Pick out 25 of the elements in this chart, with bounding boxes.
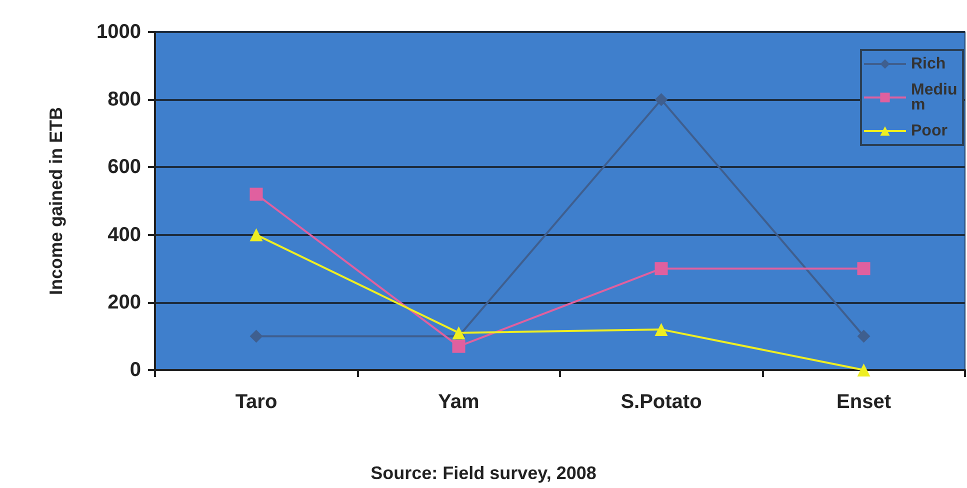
x-tick-label: Enset [836, 391, 892, 413]
x-tick-label: Yam [438, 391, 480, 413]
y-tick-label: 600 [108, 156, 141, 178]
point [654, 322, 668, 336]
y-tick-label: 400 [108, 224, 141, 246]
legend-label: Poor [911, 122, 948, 140]
x-tick-label: Taro [235, 391, 278, 413]
x-tick-label: S.Potato [620, 391, 702, 413]
point [250, 188, 263, 201]
point [857, 262, 870, 276]
y-tick-label: 1000 [96, 21, 141, 43]
y-tick-label: 0 [130, 359, 141, 381]
y-tick-label: 800 [108, 88, 141, 111]
point [250, 228, 263, 242]
point [654, 93, 668, 106]
point [250, 330, 263, 343]
point [857, 364, 870, 376]
point [654, 262, 668, 276]
point [452, 340, 466, 353]
point [857, 330, 870, 343]
legend-label: Rich [911, 56, 946, 72]
y-tick-label: 200 [108, 291, 141, 314]
y-axis-title: Income gained in ETB [46, 106, 66, 296]
legend-label: Medium [911, 82, 958, 114]
source-note: Source: Field survey, 2008 [370, 463, 596, 483]
